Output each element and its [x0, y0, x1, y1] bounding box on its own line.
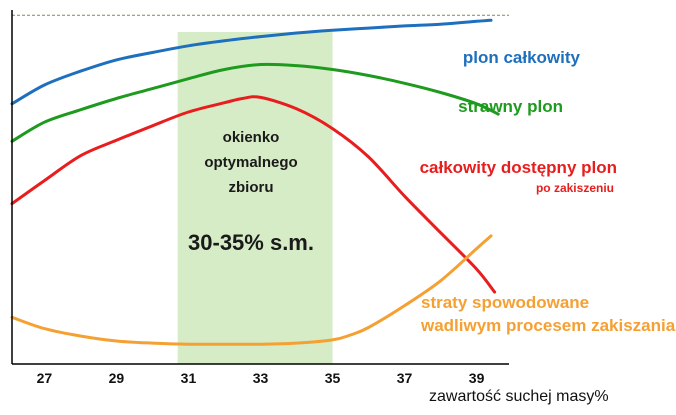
- annotation-straty-line2: wadliwym procesem zakiszania: [420, 316, 676, 335]
- window-label-line2: optymalnego: [204, 154, 297, 171]
- annotation-calkowity-dostepny-plon: całkowity dostępny plon: [420, 158, 617, 177]
- x-axis-label: zawartość suchej masy%: [429, 388, 609, 405]
- optimal-harvest-window: [177, 32, 333, 364]
- x-tick-labels: 27 29 31 33 35 37 39: [37, 370, 485, 386]
- x-tick-label-31: 31: [181, 370, 197, 386]
- series-line-strawny-plon: [10, 62, 500, 143]
- window-label-line1: okienko: [223, 129, 280, 146]
- series-line-plon-calkowity: [10, 18, 493, 106]
- series-line-straty-spowodowane-wadliwym-procesem-zakiszania: [10, 234, 493, 346]
- annotation-po-zakiszeniu: po zakiszeniu: [536, 181, 614, 195]
- annotation-strawny-plon: strawny plon: [458, 97, 563, 116]
- window-label-line3: zbioru: [229, 179, 274, 196]
- x-tick-label-37: 37: [397, 370, 413, 386]
- x-tick-label-33: 33: [253, 370, 269, 386]
- x-tick-label-27: 27: [37, 370, 53, 386]
- series-line-calkowity-dostepny-plon: [10, 95, 497, 294]
- annotation-plon-calkowity: plon całkowity: [463, 48, 581, 67]
- x-tick-label-35: 35: [325, 370, 341, 386]
- annotation-straty-line1: straty spowodowane: [421, 293, 589, 312]
- x-tick-label-39: 39: [469, 370, 485, 386]
- series-lines: [10, 18, 500, 346]
- x-tick-label-29: 29: [109, 370, 125, 386]
- window-range-label: 30-35% s.m.: [188, 230, 314, 255]
